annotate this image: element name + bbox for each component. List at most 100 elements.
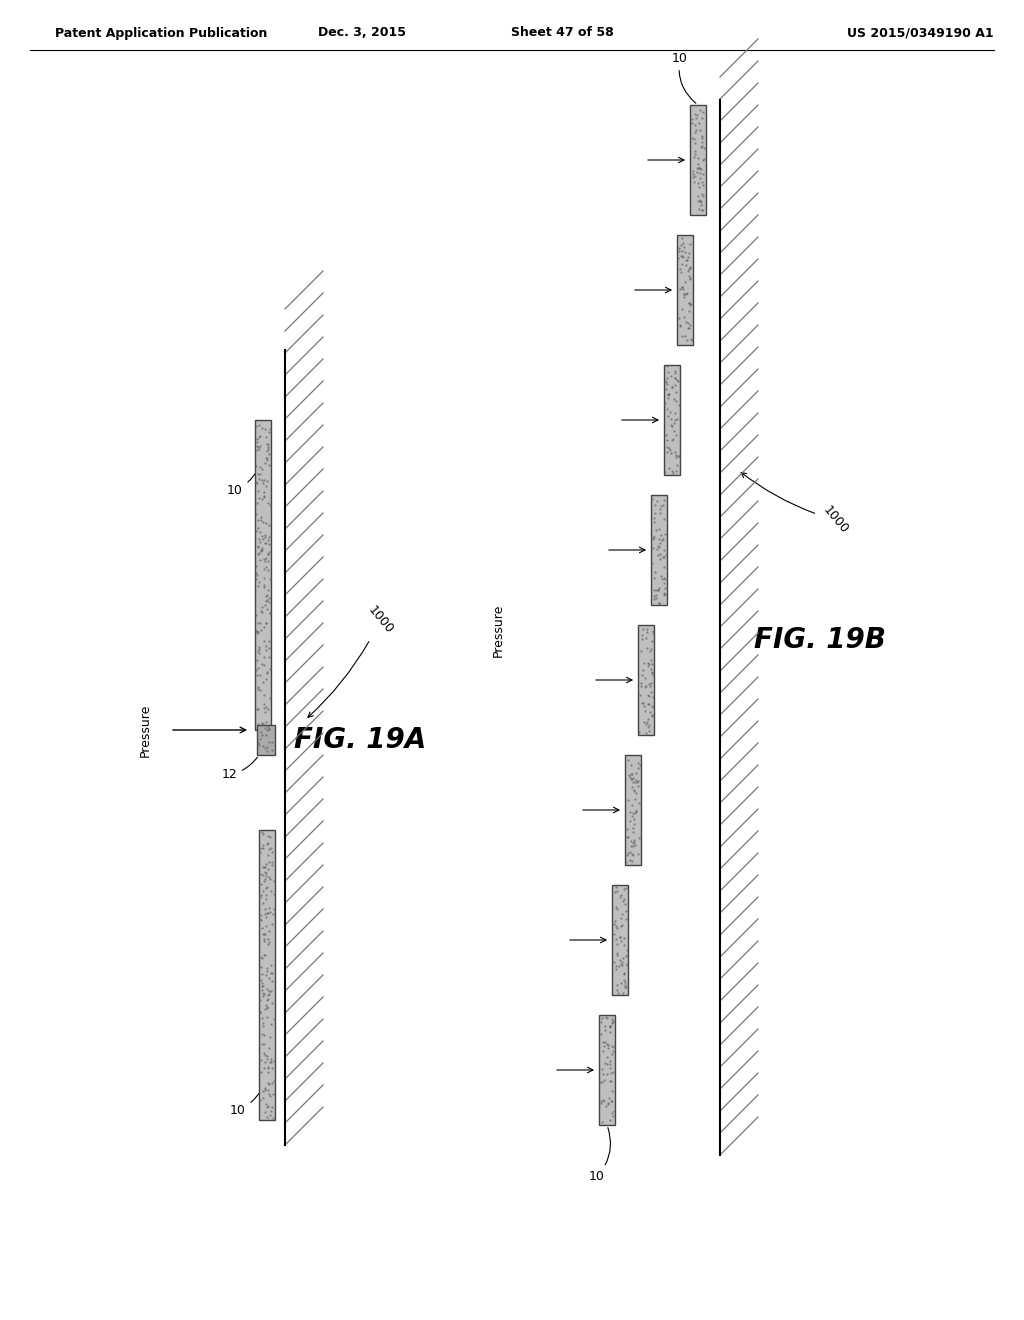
Point: [669, 445, 685, 466]
Point: [258, 884, 274, 906]
Point: [644, 686, 660, 708]
Point: [608, 899, 625, 920]
Point: [259, 1096, 275, 1117]
Point: [605, 1011, 622, 1032]
Point: [250, 677, 266, 698]
Point: [256, 929, 272, 950]
Point: [647, 495, 664, 516]
Point: [261, 515, 278, 536]
Point: [263, 970, 280, 991]
Bar: [625, 755, 641, 865]
Point: [593, 1090, 609, 1111]
Point: [250, 612, 266, 634]
Point: [250, 536, 266, 557]
Point: [642, 675, 658, 696]
Text: 10: 10: [230, 1073, 266, 1117]
Point: [603, 1071, 620, 1092]
Point: [263, 962, 280, 983]
Point: [259, 741, 275, 762]
Point: [258, 989, 274, 1010]
Point: [671, 308, 687, 329]
Point: [634, 664, 650, 685]
Point: [615, 878, 632, 899]
Point: [668, 363, 684, 384]
Point: [636, 652, 652, 673]
Point: [680, 265, 696, 286]
Point: [259, 1045, 275, 1067]
Point: [638, 676, 654, 697]
Point: [655, 556, 672, 577]
Point: [623, 767, 639, 788]
Point: [617, 977, 634, 998]
Point: [602, 1110, 618, 1131]
Point: [257, 512, 273, 533]
Point: [259, 997, 275, 1018]
Point: [261, 686, 278, 708]
Point: [668, 461, 684, 482]
Point: [609, 974, 626, 995]
Point: [664, 461, 680, 482]
Point: [254, 986, 270, 1007]
Point: [607, 896, 624, 917]
Point: [256, 486, 272, 507]
Point: [687, 115, 703, 136]
Point: [651, 578, 668, 599]
Point: [613, 908, 630, 929]
Point: [254, 917, 270, 939]
Point: [252, 908, 268, 929]
Point: [255, 892, 271, 913]
Point: [599, 1064, 615, 1085]
Point: [259, 978, 275, 999]
Point: [663, 414, 679, 436]
Point: [684, 112, 700, 133]
Point: [651, 548, 668, 569]
Point: [255, 549, 271, 570]
Point: [256, 647, 272, 668]
Point: [628, 770, 644, 791]
Point: [258, 635, 274, 656]
Point: [695, 149, 712, 170]
Point: [253, 722, 269, 743]
Point: [688, 119, 705, 140]
Point: [254, 488, 270, 510]
Point: [656, 585, 673, 606]
Point: [658, 442, 675, 463]
Bar: [638, 624, 654, 735]
Point: [659, 405, 676, 426]
Point: [253, 540, 269, 561]
Point: [249, 698, 265, 719]
Point: [261, 851, 278, 873]
Point: [259, 585, 275, 606]
Text: 12: 12: [221, 758, 257, 781]
Point: [256, 527, 272, 548]
Point: [643, 672, 659, 693]
Point: [669, 425, 685, 446]
Point: [610, 956, 627, 977]
Point: [669, 370, 685, 391]
Point: [260, 543, 276, 564]
Point: [644, 653, 660, 675]
Point: [605, 1036, 622, 1057]
Point: [249, 429, 265, 450]
Point: [257, 1045, 273, 1067]
Point: [693, 199, 710, 220]
Point: [690, 148, 707, 169]
Point: [254, 979, 270, 1001]
Text: FIG. 19A: FIG. 19A: [294, 726, 426, 754]
Point: [252, 436, 268, 457]
Point: [640, 684, 656, 705]
Point: [594, 1059, 610, 1080]
Point: [257, 586, 273, 607]
Point: [598, 1007, 614, 1028]
Point: [249, 492, 265, 513]
Point: [604, 1008, 621, 1030]
Point: [668, 360, 684, 381]
Point: [657, 583, 674, 605]
Point: [250, 678, 266, 700]
Point: [663, 442, 679, 463]
Point: [689, 104, 706, 125]
Point: [593, 1093, 609, 1114]
Point: [617, 974, 634, 995]
Point: [255, 577, 271, 598]
Point: [626, 832, 642, 853]
